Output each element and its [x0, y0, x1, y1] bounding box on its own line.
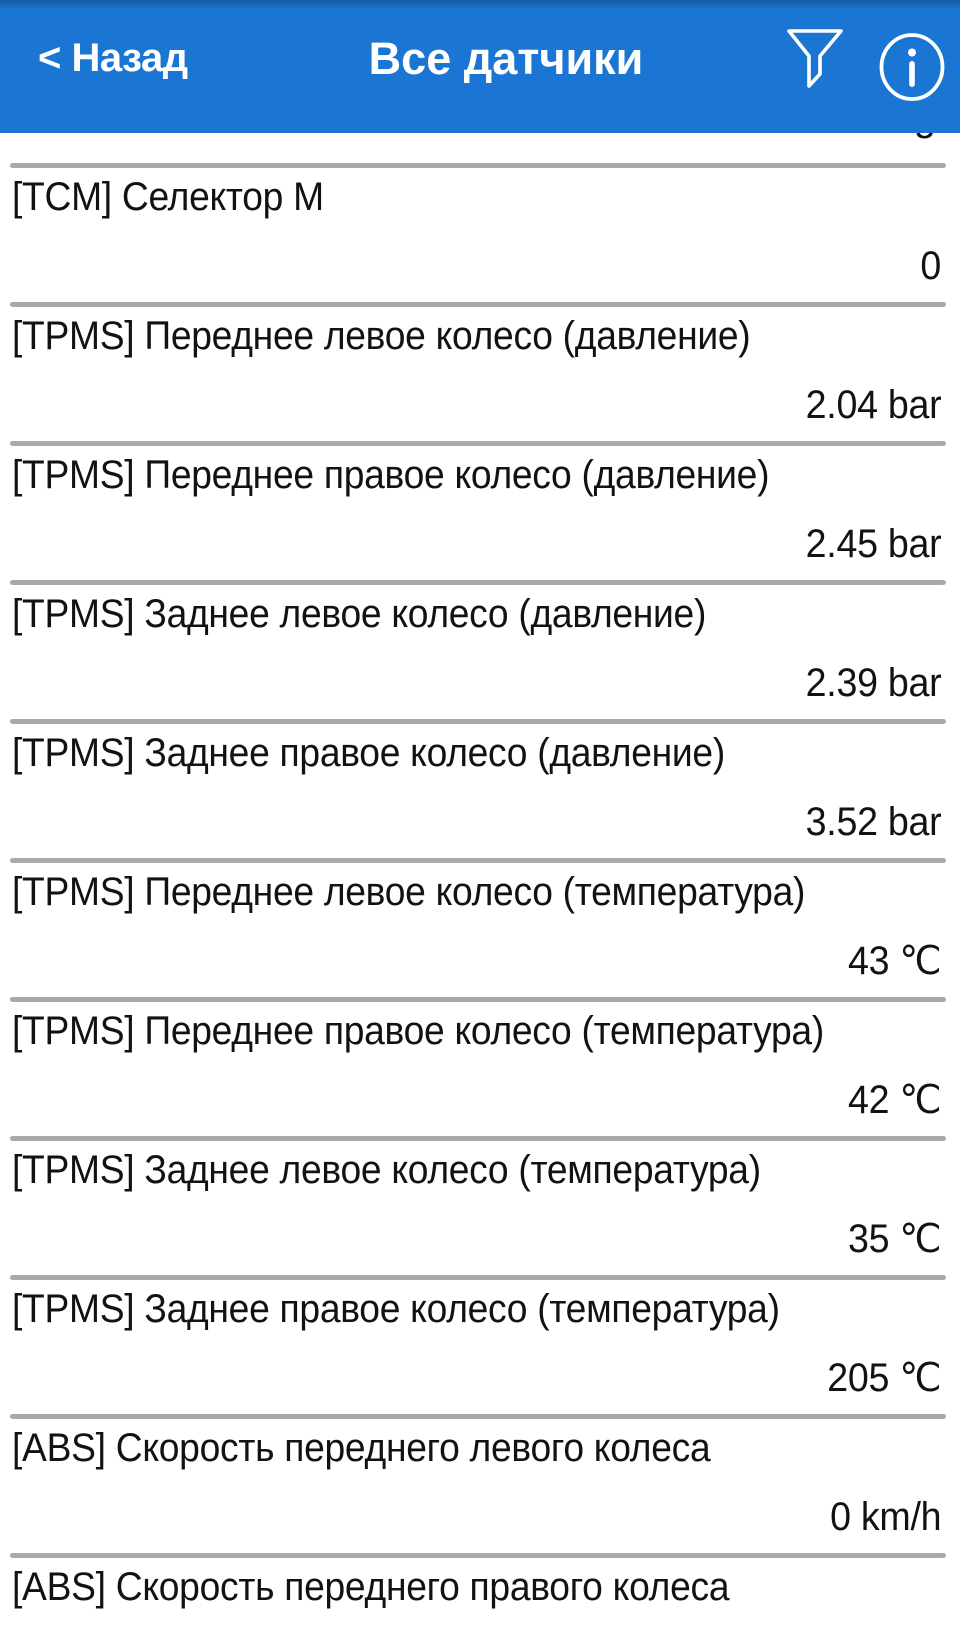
row-divider	[10, 580, 946, 585]
sensor-value: 0	[920, 244, 941, 288]
sensor-label: [TPMS] Переднее левое колесо (температур…	[12, 870, 806, 914]
filter-icon[interactable]	[786, 28, 844, 92]
sensor-label: [ABS] Скорость переднего правого колеса	[12, 1565, 730, 1609]
sensor-row[interactable]: [ABS] Скорость переднего правого колеса	[0, 1553, 960, 1640]
sensor-label: [TPMS] Переднее правое колесо (давление)	[12, 453, 770, 497]
row-divider	[10, 302, 946, 307]
sensor-value: 42 ℃	[847, 1078, 942, 1122]
sensor-value: 2.04 bar	[805, 383, 941, 427]
sensor-value: 35 ℃	[847, 1217, 942, 1261]
row-divider	[10, 1553, 946, 1558]
row-divider	[10, 1136, 946, 1141]
sensor-row[interactable]: [TPMS] Переднее левое колесо (давление) …	[0, 302, 960, 441]
sensor-row[interactable]: [TPMS] Переднее правое колесо (температу…	[0, 997, 960, 1136]
sensor-value: 205 ℃	[826, 1356, 941, 1400]
sensor-label: [TPMS] Заднее левое колесо (давление)	[12, 592, 707, 636]
sensor-label: [ABS] Скорость переднего левого колеса	[12, 1426, 711, 1470]
row-divider	[10, 1275, 946, 1280]
sensor-label: [TPMS] Переднее левое колесо (давление)	[12, 314, 751, 358]
row-divider	[10, 997, 946, 1002]
sensor-label: [TPMS] Заднее левое колесо (температура)	[12, 1148, 761, 1192]
sensor-value: 2.39 bar	[805, 661, 941, 705]
row-divider	[10, 163, 946, 168]
sensor-value: 43 ℃	[847, 939, 942, 983]
clipped-value-text: g	[876, 133, 936, 140]
sensor-value: 3.52 bar	[805, 800, 941, 844]
sensor-label: [TCM] Селектор M	[12, 175, 324, 219]
sensor-row[interactable]: [TPMS] Переднее левое колесо (температур…	[0, 858, 960, 997]
sensor-row[interactable]: [TPMS] Заднее правое колесо (давление) 3…	[0, 719, 960, 858]
sensor-row[interactable]: [TPMS] Заднее левое колесо (давление) 2.…	[0, 580, 960, 719]
navigation-bar: < Назад Все датчики	[0, 0, 960, 133]
sensor-label: [TPMS] Заднее правое колесо (давление)	[12, 731, 725, 775]
row-divider	[10, 1414, 946, 1419]
row-divider	[10, 858, 946, 863]
row-divider	[10, 441, 946, 446]
sensor-value: 2.45 bar	[805, 522, 941, 566]
sensor-row[interactable]: [TCM] Селектор M 0	[0, 163, 960, 302]
info-icon[interactable]	[878, 33, 946, 101]
sensor-label: [TPMS] Переднее правое колесо (температу…	[12, 1009, 824, 1053]
sensor-value: 0 km/h	[829, 1495, 941, 1539]
sensor-row[interactable]: [TPMS] Заднее левое колесо (температура)…	[0, 1136, 960, 1275]
sensor-row[interactable]: [ABS] Скорость переднего левого колеса 0…	[0, 1414, 960, 1553]
sensor-row[interactable]: [TPMS] Переднее правое колесо (давление)…	[0, 441, 960, 580]
row-divider	[10, 719, 946, 724]
clipped-value-fragment: g	[876, 133, 936, 140]
sensor-label: [TPMS] Заднее правое колесо (температура…	[12, 1287, 780, 1331]
sensor-rows-container: [TCM] Селектор M 0 [TPMS] Переднее левое…	[0, 163, 960, 1640]
back-button[interactable]: < Назад	[38, 36, 188, 80]
page-title: Все датчики	[368, 33, 644, 84]
sensor-row[interactable]: [TPMS] Заднее правое колесо (температура…	[0, 1275, 960, 1414]
